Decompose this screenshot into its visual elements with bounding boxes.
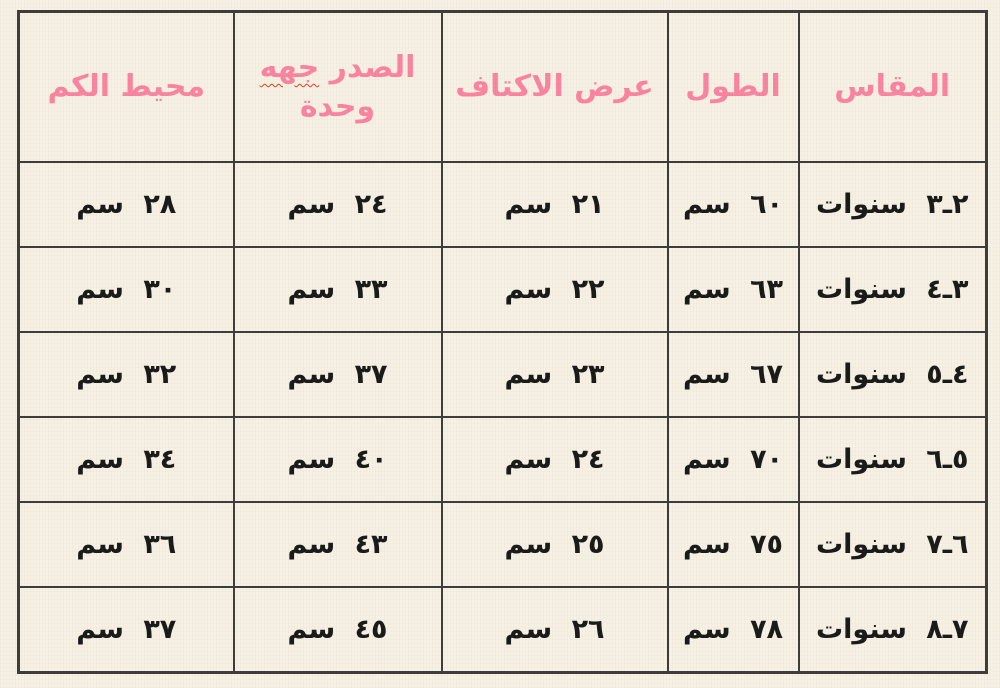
chest-cell: ٢٤ سم [232, 160, 443, 248]
chest-cell: ٤٥ سم [232, 586, 443, 674]
length-cell: ٦٣ سم [666, 245, 800, 333]
size-cell: ٤ـ٥ سنوات [797, 330, 988, 418]
table-row-5-6-years: ٥ـ٦ سنوات ٧٠ سم ٢٤ سم ٤٠ سم ٣٤ سم [17, 415, 988, 504]
header-chest-line-2: وحدة [299, 88, 376, 124]
shoulder-cell: ٢٥ سم [440, 501, 669, 589]
sleeve-cell: ٣٠ سم [17, 245, 235, 333]
header-chest: الصدر جهه وحدة [232, 10, 443, 163]
sleeve-cell: ٣٦ سم [17, 501, 235, 589]
chest-cell: ٣٧ سم [232, 330, 443, 418]
size-cell: ٢ـ٣ سنوات [797, 160, 988, 248]
length-cell: ٧٥ سم [666, 501, 800, 589]
size-cell: ٦ـ٧ سنوات [797, 501, 988, 589]
header-sleeve-label: محيط الكم [47, 69, 206, 105]
size-cell: ٣ـ٤ سنوات [797, 245, 988, 333]
header-length-label: الطول [685, 69, 781, 105]
header-shoulder-label: عرض الاكتاف [455, 69, 654, 105]
length-cell: ٦٧ سم [666, 330, 800, 418]
header-row: المقاس الطول عرض الاكتاف الصدر جهه وحدة … [17, 10, 988, 163]
table-row-7-8-years: ٧ـ٨ سنوات ٧٨ سم ٢٦ سم ٤٥ سم ٣٧ سم [17, 586, 988, 674]
shoulder-cell: ٢٢ سم [440, 245, 669, 333]
header-size-label: المقاس [834, 69, 951, 105]
sleeve-cell: ٣٧ سم [17, 586, 235, 674]
shoulder-cell: ٢٦ سم [440, 586, 669, 674]
chest-cell: ٤٣ سم [232, 501, 443, 589]
table-row-3-4-years: ٣ـ٤ سنوات ٦٣ سم ٢٢ سم ٣٣ سم ٣٠ سم [17, 245, 988, 333]
length-cell: ٧٠ سم [666, 415, 800, 504]
size-chart-table: المقاس الطول عرض الاكتاف الصدر جهه وحدة … [17, 10, 988, 674]
header-length: الطول [666, 10, 800, 163]
size-cell: ٥ـ٦ سنوات [797, 415, 988, 504]
length-cell: ٦٠ سم [666, 160, 800, 248]
table-row-6-7-years: ٦ـ٧ سنوات ٧٥ سم ٢٥ سم ٤٣ سم ٣٦ سم [17, 501, 988, 589]
sleeve-cell: ٢٨ سم [17, 160, 235, 248]
chest-cell: ٤٠ سم [232, 415, 443, 504]
length-cell: ٧٨ سم [666, 586, 800, 674]
shoulder-cell: ٢٤ سم [440, 415, 669, 504]
header-sleeve: محيط الكم [17, 10, 235, 163]
table-row-4-5-years: ٤ـ٥ سنوات ٦٧ سم ٢٣ سم ٣٧ سم ٣٢ سم [17, 330, 988, 418]
header-chest-word-2-misspelled: جهه [259, 49, 320, 85]
table-row-2-3-years: ٢ـ٣ سنوات ٦٠ سم ٢١ سم ٢٤ سم ٢٨ سم [17, 160, 988, 248]
shoulder-cell: ٢٣ سم [440, 330, 669, 418]
sleeve-cell: ٣٤ سم [17, 415, 235, 504]
header-size: المقاس [797, 10, 988, 163]
shoulder-cell: ٢١ سم [440, 160, 669, 248]
size-cell: ٧ـ٨ سنوات [797, 586, 988, 674]
header-chest-word-1: الصدر [329, 49, 416, 85]
sleeve-cell: ٣٢ سم [17, 330, 235, 418]
chest-cell: ٣٣ سم [232, 245, 443, 333]
header-shoulder: عرض الاكتاف [440, 10, 669, 163]
